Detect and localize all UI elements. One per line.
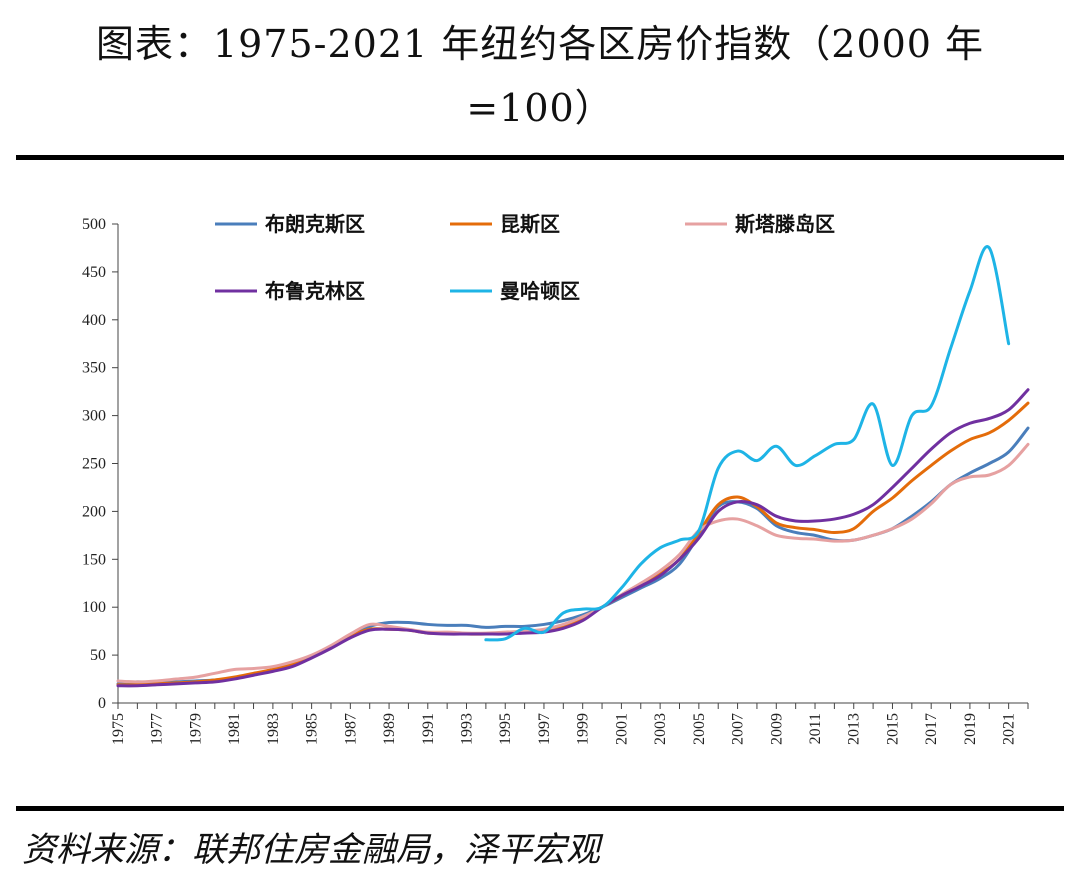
legend-label-0: 布朗克斯区 (265, 212, 365, 236)
y-tick-label: 100 (82, 599, 106, 616)
series-line-2 (116, 442, 1030, 684)
series-lines (116, 245, 1030, 688)
x-tick-label: 2017 (923, 713, 940, 745)
y-tick-label: 450 (82, 264, 106, 281)
y-tick-label: 500 (82, 216, 106, 233)
chart-title-line2: =100） (466, 86, 614, 130)
x-tick-label: 1981 (226, 713, 243, 745)
x-tick-label: 1985 (304, 713, 321, 745)
legend-label-3: 布鲁克林区 (265, 279, 365, 303)
x-tick-label: 2015 (884, 713, 901, 745)
bottom-divider (16, 806, 1064, 811)
x-tick-label: 2007 (730, 713, 747, 745)
x-tick-label: 1979 (187, 713, 204, 745)
series-line-3 (116, 388, 1030, 688)
x-tick-label: 2001 (613, 713, 630, 745)
source-note: 资料来源：联邦住房金融局，泽平宏观 (22, 830, 600, 870)
y-tick-label: 200 (82, 503, 106, 520)
chart-title-line1: 图表：1975-2021 年纽约各区房价指数（2000 年 (95, 22, 985, 66)
legend-label-1: 昆斯区 (500, 212, 560, 236)
x-tick-label: 2009 (768, 713, 785, 745)
x-tick-label: 2013 (846, 713, 863, 745)
x-tick-label: 1987 (342, 713, 359, 745)
x-tick-label: 1995 (497, 713, 514, 745)
y-tick-label: 50 (90, 647, 106, 664)
chart-title: 图表：1975-2021 年纽约各区房价指数（2000 年 =100） (0, 12, 1080, 140)
y-tick-label: 400 (82, 312, 106, 329)
x-tick-label: 1977 (149, 713, 166, 745)
axes: 0 50 100 150 200 250 300 350 400 450 500 1975 1977 19… (82, 216, 1029, 745)
y-tick-label: 250 (82, 456, 106, 473)
legend-label-4: 曼哈顿区 (500, 279, 580, 303)
legend-label-2: 斯塔滕岛区 (735, 212, 835, 236)
x-tick-label: 1991 (420, 713, 437, 745)
x-tick-label: 1975 (110, 713, 127, 745)
line-chart: 0 50 100 150 200 250 300 350 400 450 500 1975 1977 19… (82, 212, 1030, 745)
x-tick-label: 2005 (691, 713, 708, 745)
y-tick-label: 350 (82, 360, 106, 377)
x-tick-label: 2003 (652, 713, 669, 745)
series-line-4 (484, 245, 1011, 642)
x-tick-label: 1997 (536, 713, 553, 745)
y-tick-label: 150 (82, 551, 106, 568)
x-tick-label: 1989 (381, 713, 398, 745)
y-tick-label: 300 (82, 408, 106, 425)
x-tick-label: 2011 (807, 713, 824, 744)
top-divider (16, 155, 1064, 160)
x-tick-label: 1999 (575, 713, 592, 745)
x-tick-label: 2019 (962, 713, 979, 745)
x-tick-label: 1983 (265, 713, 282, 745)
y-tick-label: 0 (98, 695, 106, 712)
x-tick-label: 2021 (1001, 713, 1018, 745)
x-tick-label: 1993 (459, 713, 476, 745)
series-line-1 (116, 401, 1030, 687)
